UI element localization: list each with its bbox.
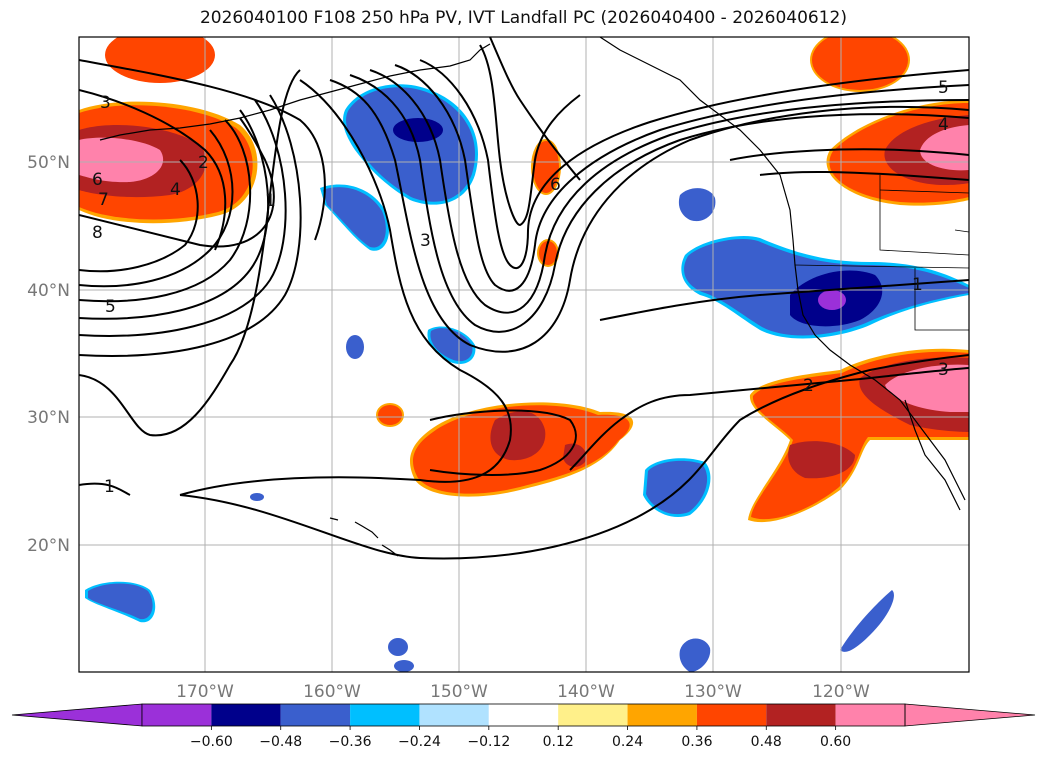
contour-label: 6: [550, 175, 561, 195]
colorbar-segment: [488, 704, 559, 726]
lat-label: 20°N: [27, 536, 70, 556]
colorbar-segment: [558, 704, 628, 726]
contour-label: 8: [92, 223, 103, 243]
lat-label: 50°N: [27, 153, 70, 173]
lon-label: 120°W: [812, 682, 870, 702]
lat-label: 30°N: [27, 408, 70, 428]
contour-label: 1: [912, 275, 923, 295]
colorbar-tick-label: 0.48: [751, 734, 782, 750]
positive-anomaly-small-north: [376, 139, 561, 427]
colorbar-segment: [280, 704, 351, 726]
contour-label: 5: [105, 297, 116, 317]
colorbar-tick-label: 0.24: [612, 734, 643, 750]
colorbar-tick-label: −0.24: [398, 734, 441, 750]
positive-anomaly-top-left: [105, 37, 215, 83]
ivt-contours: [79, 37, 969, 560]
lat-label: 40°N: [27, 281, 70, 301]
contour-label: 7: [98, 190, 109, 210]
negative-anomaly-small: [85, 184, 894, 672]
colorbar-outline: [141, 703, 906, 727]
colorbar-segment: [766, 704, 836, 726]
contour-label: 1: [104, 477, 115, 497]
lon-label: 130°W: [684, 682, 742, 702]
negative-anomaly-east: [681, 235, 969, 339]
colorbar-segment: [142, 704, 212, 726]
colorbar-segment: [627, 704, 697, 726]
contour-label: 1: [265, 191, 276, 211]
colorbar-tick-label: −0.36: [329, 734, 372, 750]
colorbar-segment: [696, 704, 767, 726]
positive-anomaly-southeast: [748, 348, 969, 523]
colorbar-tick-label: −0.60: [190, 734, 233, 750]
contour-label: 2: [198, 153, 209, 173]
contour-labels: 3 2 1 6 7 8 5 4 3 6 5 4 1 3 2 1: [92, 78, 949, 497]
positive-anomaly-central: [410, 402, 634, 497]
contour-label: 4: [170, 180, 181, 200]
colorbar-segment: [835, 704, 905, 726]
contour-label: 4: [938, 115, 949, 135]
colorbar-tick-label: 0.36: [681, 734, 712, 750]
lon-label: 140°W: [557, 682, 615, 702]
colorbar-segment: [211, 704, 281, 726]
state-borders: [794, 175, 969, 331]
contour-label: 3: [100, 93, 111, 113]
lon-label: 150°W: [430, 682, 488, 702]
colorbar: −0.60 −0.48 −0.36 −0.24 −0.12 0.12 0.24 0.36 0.4…: [11, 703, 1036, 750]
lon-label: 160°W: [303, 682, 361, 702]
colorbar-segment: [350, 704, 420, 726]
colorbar-tick-label: −0.48: [259, 734, 302, 750]
colorbar-segment: [419, 704, 489, 726]
contour-label: 5: [938, 78, 949, 98]
latitude-labels: 50°N 40°N 30°N 20°N: [27, 153, 70, 556]
colorbar-extend-low: [11, 703, 143, 727]
plot-border: [78, 36, 970, 673]
colorbar-tick-label: 0.12: [543, 734, 574, 750]
colorbar-tick-label: 0.60: [820, 734, 851, 750]
contour-label: 3: [420, 231, 431, 251]
contour-label: 6: [92, 170, 103, 190]
contour-label: 2: [803, 376, 814, 396]
lon-label: 170°W: [176, 682, 234, 702]
colorbar-extend-high: [904, 703, 1036, 727]
contour-label: 3: [938, 360, 949, 380]
longitude-labels: 170°W 160°W 150°W 140°W 130°W 120°W: [176, 682, 870, 702]
map-title: 2026040100 F108 250 hPa PV, IVT Landfall…: [199, 8, 847, 28]
colorbar-tick-label: −0.12: [467, 734, 510, 750]
